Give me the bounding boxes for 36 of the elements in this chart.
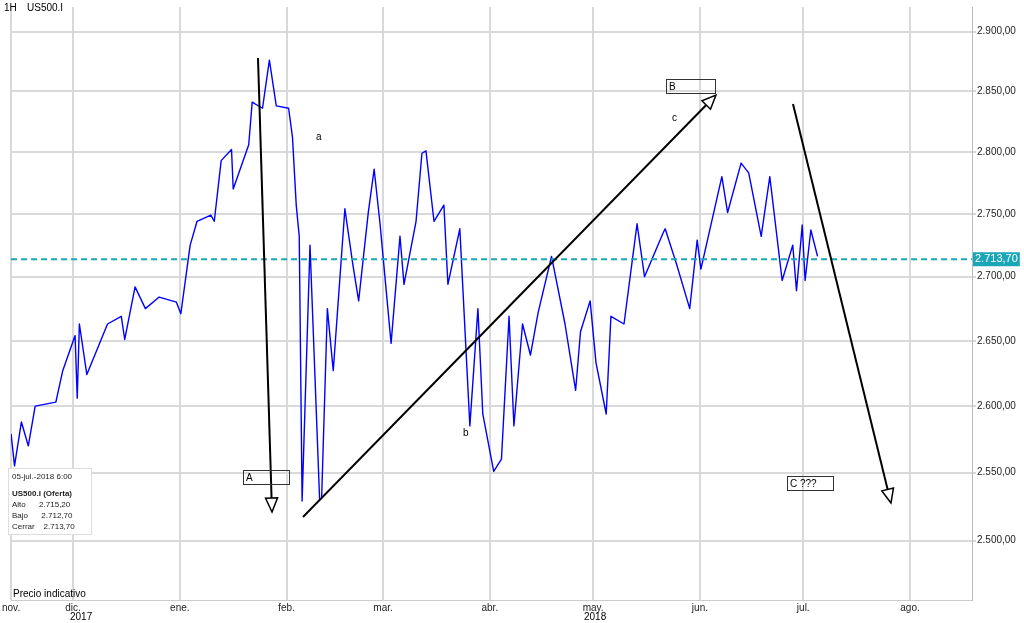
annotation: Alto 2.715,20 <box>12 499 72 510</box>
x-tick-label: abr. <box>481 601 499 613</box>
x-tick-label: may. <box>582 601 604 613</box>
y-tick-label: 2.500,00 <box>977 534 1017 546</box>
annotation: a <box>316 131 322 142</box>
y-tick-label: 2.550,00 <box>977 466 1017 478</box>
y-tick-label: 2.700,00 <box>977 270 1017 282</box>
x-tick-label: ene. <box>170 601 190 613</box>
annotation: 1H <box>4 1 17 13</box>
annotation: C ??? <box>787 476 834 491</box>
x-tick-label: dic. <box>65 601 81 613</box>
ref-line-label: 2.713,70 <box>975 252 1018 265</box>
annotation: Cerrar 2.713,70 <box>12 521 76 532</box>
annotation: 05-jul.-2018 6:00 <box>12 471 74 482</box>
y-tick-label: 2.850,00 <box>977 85 1017 97</box>
annotation: B <box>666 79 716 94</box>
x-tick-label: mar. <box>373 601 393 613</box>
y-tick-label: 2.750,00 <box>977 207 1017 219</box>
y-tick-label: 2.650,00 <box>977 334 1017 346</box>
text: 2018 <box>584 611 607 622</box>
annotation: US500.I (Oferta) <box>12 488 74 499</box>
annotation: c <box>672 112 677 123</box>
y-tick-label: 2.600,00 <box>977 399 1017 411</box>
text: 2017 <box>70 611 93 622</box>
y-tick-label: 2.900,00 <box>977 25 1017 37</box>
x-tick-label: jul. <box>795 601 810 613</box>
annotation: Precio indicativo <box>13 587 87 599</box>
annotation: Bajo 2.712,70 <box>12 510 74 521</box>
x-tick-label: jun. <box>690 601 708 613</box>
chart-title: US500.I <box>27 1 64 13</box>
x-tick-label: nov. <box>1 601 21 613</box>
annotation: A <box>243 470 290 485</box>
x-tick-label: ago. <box>900 601 920 613</box>
x-tick-label: feb. <box>278 601 295 613</box>
y-tick-label: 2.800,00 <box>977 145 1017 157</box>
annotation: b <box>463 427 469 438</box>
